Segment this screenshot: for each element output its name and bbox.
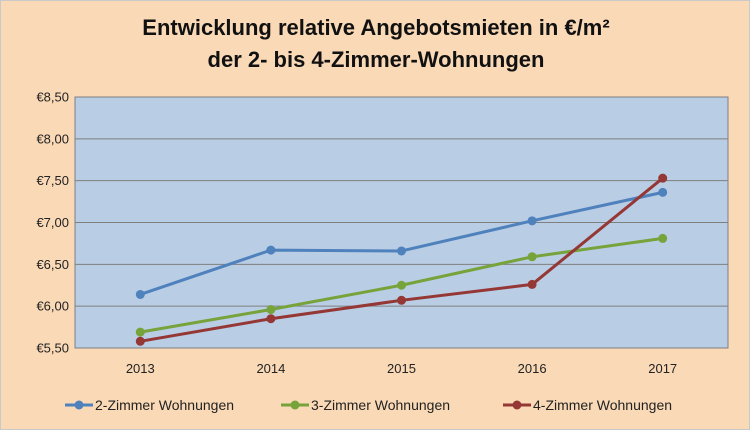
data-point [135,336,145,346]
data-point [135,327,145,337]
y-axis-tick-labels: €5,50 €6,00 €6,50 €7,00 €7,50 €8,00 €8,50 [36,90,69,356]
data-point [135,289,145,299]
y-tick-label: €5,50 [36,341,69,356]
y-tick-label: €8,00 [36,131,69,146]
data-point [397,295,406,305]
chart-title-line-2: der 2- bis 4-Zimmer-Wohnungen [208,47,545,72]
data-point [527,252,537,262]
data-point [658,173,668,183]
data-point [527,216,537,226]
data-point [397,246,406,256]
x-tick-label: 2013 [126,361,155,376]
y-tick-label: €6,00 [36,299,69,314]
legend-label: 4-Zimmer Wohnungen [533,397,672,413]
series-4-zimmer [135,173,668,346]
x-tick-label: 2016 [518,361,547,376]
data-point [658,187,668,197]
series-2-zimmer [135,187,668,299]
legend-marker [512,400,522,410]
legend-item: 3-Zimmer Wohnungen [281,397,450,413]
y-tick-label: €8,50 [36,90,69,105]
data-point [527,279,537,289]
legend-label: 2-Zimmer Wohnungen [95,397,234,413]
data-point [266,305,276,315]
x-axis-tick-labels: 2013 2014 2015 2016 2017 [126,361,677,376]
legend-item: 4-Zimmer Wohnungen [503,397,672,413]
y-tick-label: €7,00 [36,215,69,230]
data-point [658,233,668,243]
legend: 2-Zimmer Wohnungen 3-Zimmer Wohnungen 4-Zi… [65,397,672,413]
y-tick-label: €6,50 [36,257,69,272]
chart-title-line-1: Entwicklung relative Angebotsmieten in €… [142,15,609,40]
legend-item: 2-Zimmer Wohnungen [65,397,234,413]
x-tick-label: 2014 [256,361,285,376]
x-tick-label: 2017 [648,361,677,376]
data-point [266,245,276,255]
legend-label: 3-Zimmer Wohnungen [311,397,450,413]
legend-marker [290,400,300,410]
legend-marker [74,400,84,410]
x-tick-label: 2015 [387,361,416,376]
data-series [135,173,668,346]
data-point [266,314,276,324]
gridlines [75,96,728,349]
data-point [397,280,406,290]
y-tick-label: €7,50 [36,173,69,188]
